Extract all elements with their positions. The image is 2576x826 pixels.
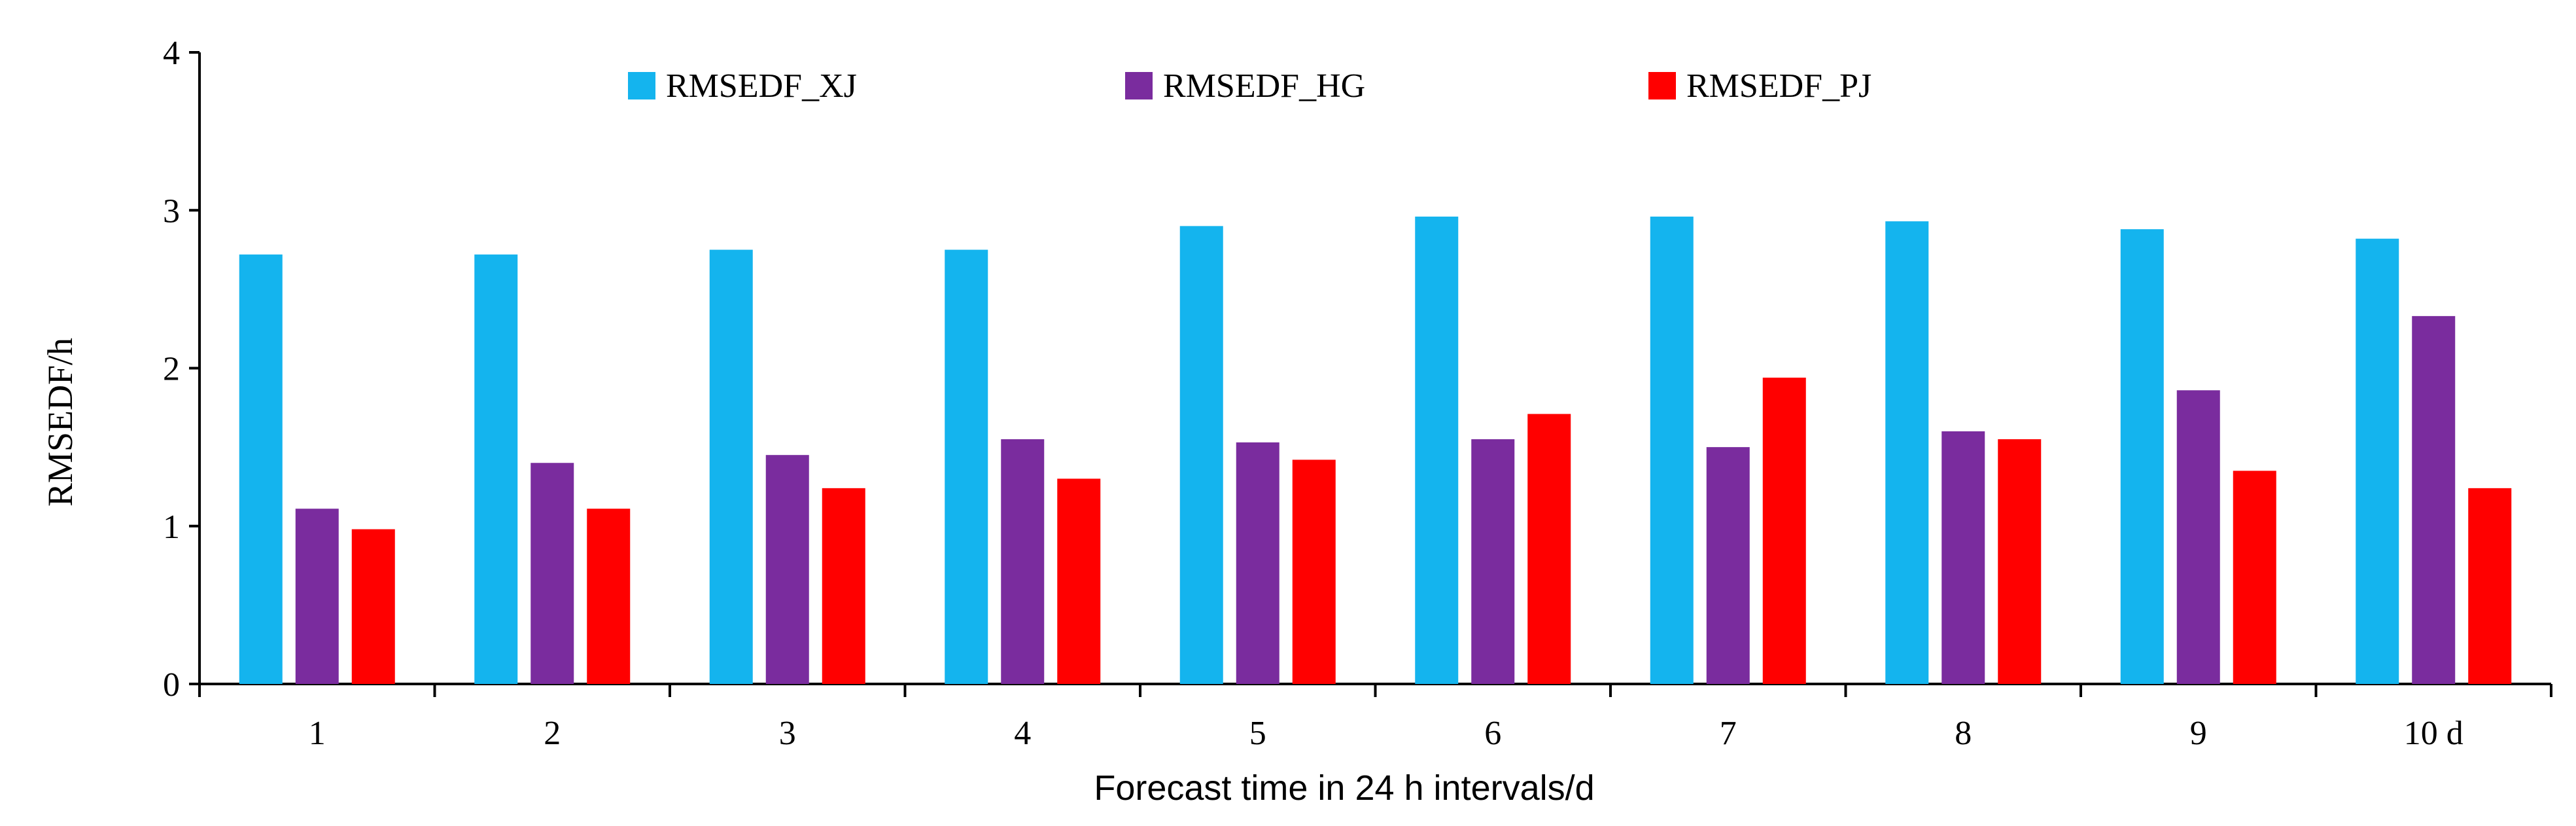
- x-tick-label: 3: [779, 715, 796, 752]
- bar-rmsedf-xj: [474, 254, 518, 684]
- x-tick-label: 5: [1249, 715, 1266, 752]
- bar-rmsedf-xj: [2120, 229, 2164, 684]
- bar-rmsedf-hg: [1471, 439, 1515, 684]
- legend-swatch: [628, 72, 655, 99]
- x-axis-label: Forecast time in 24 h intervals/d: [1094, 768, 1594, 808]
- bar-rmsedf-hg: [1001, 439, 1045, 684]
- legend-swatch: [1125, 72, 1153, 99]
- bar-rmsedf-hg: [1236, 442, 1279, 684]
- bar-rmsedf-xj: [709, 249, 753, 684]
- x-tick-label: 4: [1014, 715, 1031, 752]
- bar-rmsedf-pj: [1998, 439, 2042, 684]
- y-tick-label: 2: [163, 351, 180, 388]
- bar-rmsedf-pj: [1527, 414, 1571, 684]
- bar-rmsedf-pj: [1762, 377, 1806, 684]
- legend-label: RMSEDF_PJ: [1686, 67, 1871, 105]
- x-tick-label: 2: [544, 715, 561, 752]
- legend-swatch: [1648, 72, 1676, 99]
- x-tick-label: 9: [2190, 715, 2207, 752]
- bar-rmsedf-hg: [2412, 315, 2456, 684]
- y-tick-label: 0: [163, 666, 180, 704]
- bar-rmsedf-hg: [531, 463, 574, 684]
- bar-rmsedf-hg: [765, 455, 809, 684]
- x-tick-label: 8: [1955, 715, 1972, 752]
- x-tick-label: 1: [309, 715, 326, 752]
- bar-rmsedf-xj: [2356, 238, 2399, 684]
- bar-rmsedf-pj: [351, 529, 395, 684]
- bar-rmsedf-hg: [295, 509, 339, 684]
- x-tick-label: 6: [1484, 715, 1501, 752]
- bar-rmsedf-pj: [2233, 471, 2276, 684]
- bar-rmsedf-pj: [1057, 478, 1101, 684]
- bar-rmsedf-xj: [1179, 226, 1223, 684]
- y-tick-label: 3: [163, 192, 180, 230]
- bar-rmsedf-pj: [2468, 488, 2512, 684]
- legend-label: RMSEDF_XJ: [666, 67, 857, 105]
- bars-group: [239, 216, 2512, 684]
- bar-rmsedf-hg: [1706, 447, 1750, 684]
- bar-rmsedf-hg: [2176, 390, 2220, 684]
- bar-rmsedf-hg: [1941, 431, 1985, 684]
- bar-rmsedf-xj: [239, 254, 283, 684]
- legend: RMSEDF_XJ RMSEDF_HG RMSEDF_PJ: [628, 67, 1871, 105]
- y-tick-label: 1: [163, 509, 180, 546]
- y-tick-label: 4: [163, 35, 180, 72]
- bar-rmsedf-xj: [1885, 221, 1929, 684]
- tick-labels: 0 1 2 3 4 1 2 3 4 5 6 7 8 9 10 d: [163, 35, 2463, 752]
- bar-rmsedf-pj: [1292, 459, 1336, 684]
- bar-rmsedf-xj: [1415, 216, 1459, 684]
- y-axis-label: RMSEDF/h: [41, 338, 80, 507]
- x-tick-label: 7: [1720, 715, 1737, 752]
- bar-rmsedf-xj: [945, 249, 988, 684]
- bar-rmsedf-pj: [822, 488, 865, 684]
- bar-rmsedf-pj: [587, 509, 631, 684]
- legend-label: RMSEDF_HG: [1163, 67, 1365, 105]
- x-tick-label: 10 d: [2404, 715, 2463, 752]
- bar-rmsedf-xj: [1650, 216, 1694, 684]
